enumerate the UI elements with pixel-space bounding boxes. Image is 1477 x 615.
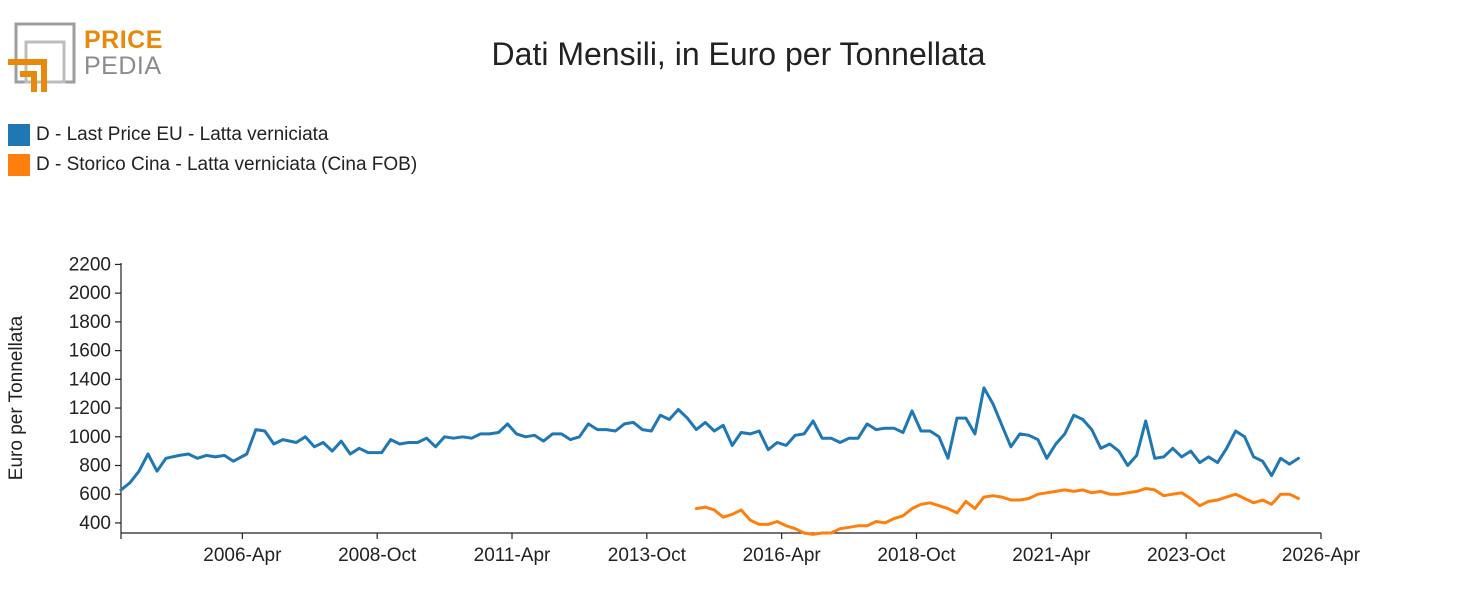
legend-item-cina[interactable]: D - Storico Cina - Latta verniciata (Cin… [8, 150, 417, 180]
chart-title: Dati Mensili, in Euro per Tonnellata [491, 36, 986, 72]
y-tick-label: 1800 [69, 312, 111, 333]
y-tick-label: 1400 [69, 369, 111, 390]
logo-word-pedia: PEDIA [84, 52, 162, 80]
x-tick-label: 2016-Apr [743, 545, 822, 566]
x-axis: 2006-Apr 2008-Oct 2011-Apr 2013-Oct 2016-Apr… [120, 532, 1361, 566]
x-tick-label: 2008-Oct [338, 545, 417, 566]
series-line-storico-cina[interactable] [694, 487, 1300, 536]
x-tick-label: 2026-Apr [1282, 545, 1361, 566]
series-line-last-price-eu[interactable] [119, 386, 1300, 492]
series-layer [119, 386, 1300, 536]
logo-mark-icon [8, 22, 76, 92]
logo-word-price: PRICE [84, 26, 163, 54]
y-tick-label: 1200 [69, 398, 111, 419]
x-tick-label: 2006-Apr [203, 545, 282, 566]
y-axis: 400 600 800 1000 1200 1400 1600 1800 2000 2200 [69, 254, 122, 534]
y-tick-label: 400 [79, 513, 111, 534]
legend-swatch-cina [8, 154, 30, 176]
y-tick-label: 2200 [69, 254, 111, 275]
y-tick-label: 1000 [69, 427, 111, 448]
legend-label-eu: D - Last Price EU - Latta verniciata [36, 124, 329, 145]
x-tick-label: 2011-Apr [474, 545, 551, 566]
y-tick-label: 800 [79, 456, 111, 477]
legend-swatch-eu [8, 124, 30, 146]
y-tick-label: 2000 [69, 283, 111, 304]
x-tick-label: 2013-Oct [608, 545, 687, 566]
legend-item-eu[interactable]: D - Last Price EU - Latta verniciata [8, 120, 417, 150]
y-tick-label: 600 [79, 484, 111, 505]
y-tick-label: 1600 [69, 341, 111, 362]
pricepedia-logo: PRICE PEDIA [6, 20, 166, 95]
logo-orange-bracket-1 [8, 59, 47, 92]
x-tick-label: 2018-Oct [877, 545, 956, 566]
x-tick-label: 2021-Apr [1012, 545, 1091, 566]
x-tick-label: 2023-Oct [1147, 545, 1226, 566]
logo-orange-bracket-2 [20, 71, 37, 92]
legend: D - Last Price EU - Latta verniciata D -… [8, 120, 417, 180]
legend-label-cina: D - Storico Cina - Latta verniciata (Cin… [36, 154, 418, 175]
